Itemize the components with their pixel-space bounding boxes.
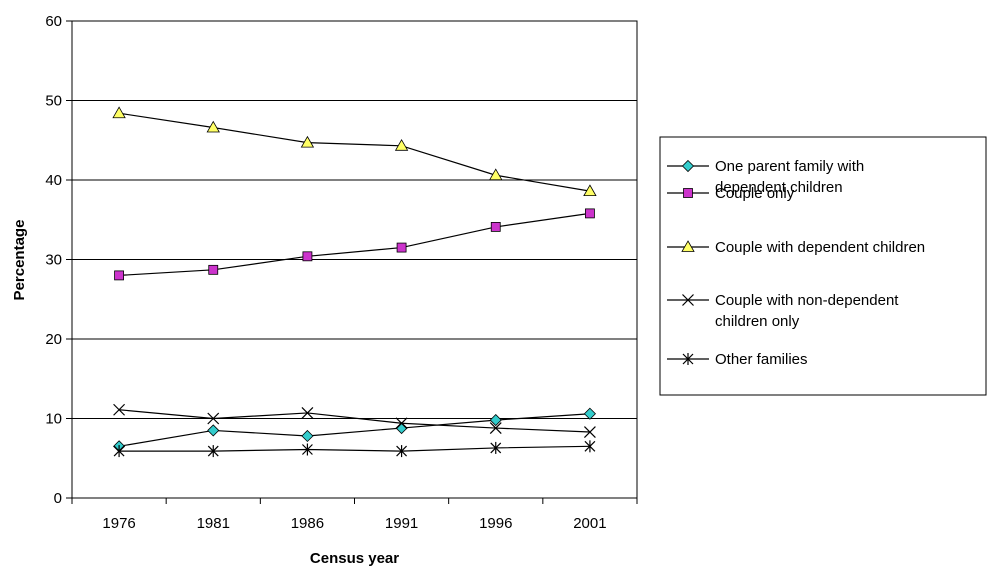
- y-tick-label: 0: [54, 490, 62, 507]
- y-tick-label: 60: [45, 13, 62, 30]
- y-tick-label: 20: [45, 331, 62, 348]
- data-point: [490, 222, 501, 232]
- legend-item: Couple with dependent children: [667, 239, 925, 256]
- data-point: [207, 445, 219, 458]
- legend-label: Couple with non-dependent: [715, 292, 899, 309]
- legend-label: One parent family with: [715, 158, 864, 175]
- data-point: [584, 440, 596, 453]
- legend-item: One parent family with dependent children: [667, 158, 864, 196]
- data-point: [302, 251, 313, 262]
- x-tick-label: 1976: [102, 515, 135, 532]
- data-point: [395, 421, 408, 435]
- data-point: [583, 184, 597, 197]
- data-point: [113, 445, 125, 458]
- x-tick-label: 1986: [291, 515, 324, 532]
- x-tick-label: 1996: [479, 515, 512, 532]
- legend-label: children only: [715, 313, 800, 330]
- legend-label: dependent children: [715, 179, 843, 196]
- data-point: [395, 417, 408, 430]
- legend-items: One parent family with dependent children…: [667, 158, 925, 368]
- series-line: [114, 208, 595, 281]
- legend-item: Couple only: [667, 185, 795, 202]
- series-line: [113, 407, 596, 453]
- data-point: [301, 429, 314, 443]
- legend-label: Other families: [715, 351, 808, 368]
- series-path: [118, 112, 591, 192]
- series-line: [112, 106, 597, 197]
- y-axis-title: Percentage: [11, 220, 28, 301]
- data-point: [583, 407, 596, 420]
- data-point: [490, 441, 502, 454]
- series-path: [119, 212, 591, 276]
- data-point: [681, 159, 695, 173]
- x-axis: 1976 1981 1986 1991 1996 2001: [71, 498, 638, 532]
- series-line: [113, 403, 596, 438]
- y-tick-label: 10: [45, 411, 62, 428]
- data-point: [113, 403, 126, 416]
- y-tick-label: 50: [45, 93, 62, 110]
- legend-label: Couple with dependent children: [715, 239, 925, 256]
- data-point: [489, 422, 502, 434]
- data-point: [112, 106, 126, 119]
- series-line: [113, 440, 596, 458]
- data-point: [396, 242, 407, 253]
- data-point: [207, 412, 220, 425]
- data-point: [301, 443, 313, 456]
- data-point: [206, 120, 220, 133]
- series-path: [118, 413, 590, 447]
- data-point: [207, 424, 220, 437]
- y-axis: 0 10 20 30 40 50 60: [45, 13, 72, 507]
- data-point: [114, 270, 124, 281]
- y-tick-label: 40: [45, 172, 62, 189]
- data-point: [683, 188, 693, 198]
- data-point: [208, 264, 219, 275]
- data-point: [682, 353, 694, 365]
- data-point: [394, 139, 409, 151]
- x-tick-label: 1991: [385, 515, 418, 532]
- series-layer: [112, 106, 597, 458]
- data-point: [585, 208, 595, 219]
- data-point: [396, 445, 408, 458]
- data-point: [682, 294, 694, 306]
- x-tick-label: 1981: [197, 515, 230, 532]
- data-point: [681, 240, 695, 252]
- legend-box: [659, 136, 987, 396]
- legend: One parent family with dependent children…: [659, 136, 987, 396]
- gridlines: [72, 100, 637, 419]
- x-tick-label: 2001: [573, 515, 606, 532]
- data-point: [489, 414, 502, 427]
- series-path: [119, 409, 590, 433]
- x-axis-title: Census year: [310, 550, 399, 567]
- legend-item: Couple with non-dependent children only: [667, 292, 899, 330]
- data-point: [301, 407, 314, 419]
- series-path: [119, 445, 590, 452]
- data-point: [489, 168, 503, 181]
- y-tick-label: 30: [45, 252, 62, 269]
- data-point: [583, 426, 596, 438]
- data-point: [300, 135, 315, 148]
- legend-item: Other families: [667, 351, 808, 368]
- legend-label: Couple only: [715, 185, 795, 202]
